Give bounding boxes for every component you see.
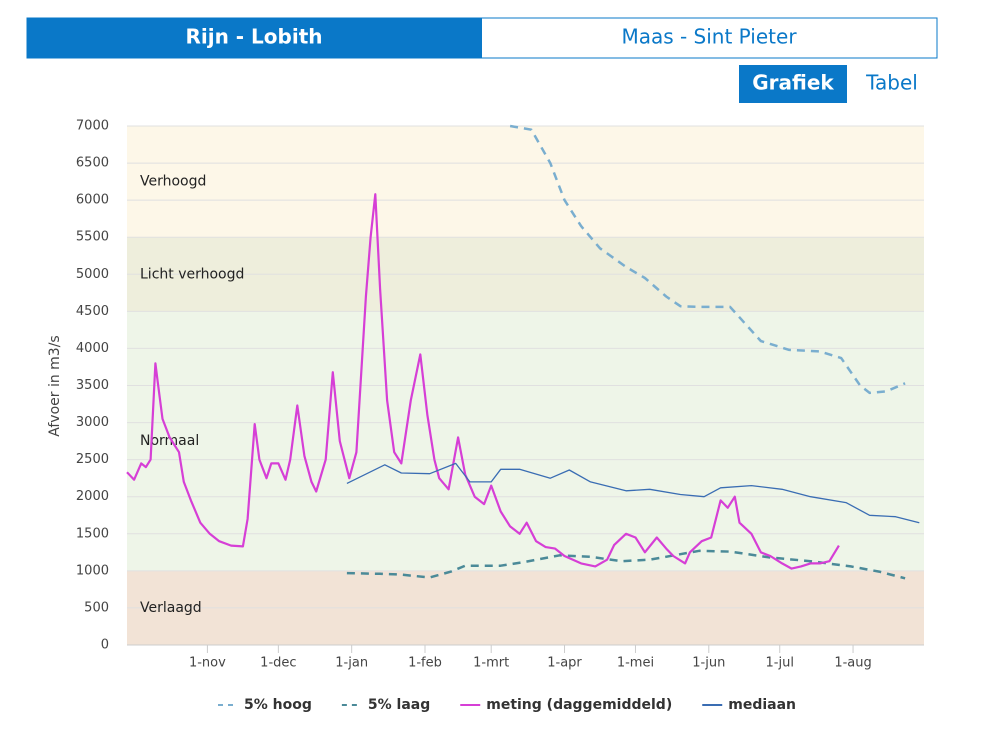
band-label: Licht verhoogd <box>140 266 244 282</box>
legend-label: meting (daggemiddeld) <box>486 697 672 713</box>
x-tick-label: 1-nov <box>189 656 226 671</box>
x-tick-label: 1-jul <box>766 656 794 671</box>
x-tick-label: 1-apr <box>547 656 582 671</box>
y-tick-label: 0 <box>101 638 109 653</box>
button-active[interactable] <box>739 65 847 103</box>
series-line <box>509 124 906 395</box>
y-tick-label: 5500 <box>76 230 109 245</box>
band <box>127 311 924 571</box>
plot: 0 500 1000 1500 2000 2500 3000 3500 4000 4500 5000… <box>76 119 924 671</box>
y-tick-label: 3000 <box>76 415 109 430</box>
legend-label: 5% laag <box>368 697 430 713</box>
x-tick-label: 1-dec <box>260 656 296 671</box>
x-tick-label: 1-feb <box>408 656 442 671</box>
x-tick-label: 1-mrt <box>473 656 509 671</box>
band-label: Verlaagd <box>140 600 202 616</box>
y-tick-label: 5000 <box>76 267 109 282</box>
series-line <box>346 462 920 524</box>
y-tick-label: 7000 <box>76 119 109 134</box>
y-tick-label: 2500 <box>76 452 109 467</box>
series-line <box>346 549 906 580</box>
x-tick-label: 1-aug <box>834 656 871 671</box>
tab-active[interactable] <box>27 18 482 58</box>
band <box>127 126 924 238</box>
legend-label: 5% hoog <box>244 697 312 713</box>
x-tick-label: 1-mei <box>617 656 654 671</box>
y-tick-label: 4500 <box>76 304 109 319</box>
y-tick-label: 6000 <box>76 193 109 208</box>
band-label: Verhoogd <box>140 174 206 190</box>
y-tick-label: 1500 <box>76 526 109 541</box>
x-tick-label: 1-jan <box>335 656 368 671</box>
y-tick-label: 6500 <box>76 156 109 171</box>
y-tick-label: 2000 <box>76 489 109 504</box>
button-label[interactable]: Tabel <box>865 71 918 95</box>
button-label[interactable]: Grafiek <box>752 71 834 95</box>
legend: 5% hoog 5% laag meting (daggemiddeld) media… <box>218 697 796 713</box>
y-tick-label: 500 <box>84 600 109 615</box>
y-tick-label: 1000 <box>76 563 109 578</box>
x-tick-label: 1-jun <box>692 656 725 671</box>
y-axis-label: Afvoer in m3/s <box>47 335 63 436</box>
band-label: Normaal <box>140 433 199 449</box>
tab-label[interactable]: Rijn - Lobith <box>185 25 322 49</box>
tab-label[interactable]: Maas - Sint Pieter <box>621 25 797 49</box>
legend-label: mediaan <box>728 697 796 713</box>
y-tick-label: 3500 <box>76 378 109 393</box>
y-tick-label: 4000 <box>76 341 109 356</box>
series-line <box>126 193 840 570</box>
